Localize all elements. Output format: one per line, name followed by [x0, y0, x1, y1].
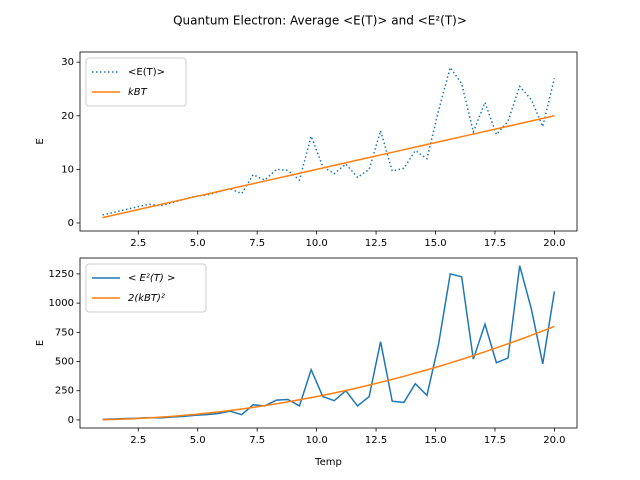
x-tick-label: 10.0: [305, 238, 327, 249]
legend-box: [85, 263, 207, 313]
x-axis-label: Temp: [314, 457, 342, 468]
x-tick-label: 2.5: [130, 238, 146, 249]
y-tick-label: 0: [68, 218, 74, 229]
x-tick-label: 15.0: [424, 238, 446, 249]
y-tick-label: 1000: [49, 298, 74, 309]
x-tick-label: 2.5: [130, 435, 146, 446]
x-tick-label: 5.0: [190, 435, 206, 446]
legend-label: 2(kBT)²: [128, 293, 165, 304]
x-tick-label: 7.5: [249, 435, 265, 446]
x-tick-label: 17.5: [484, 435, 506, 446]
y-axis-label: E: [35, 138, 46, 144]
x-tick-label: 20.0: [543, 238, 565, 249]
legend-label: <E(T)>: [128, 67, 165, 78]
legend-label: < E²(T) >: [128, 273, 175, 284]
x-tick-label: 7.5: [249, 238, 265, 249]
x-tick-label: 20.0: [543, 435, 565, 446]
y-tick-label: 750: [55, 327, 74, 338]
y-tick-label: 500: [55, 357, 74, 368]
x-tick-label: 17.5: [484, 238, 506, 249]
data-line: [102, 325, 555, 421]
y-tick-label: 30: [61, 57, 74, 68]
data-line: [102, 115, 555, 219]
y-axis-label: E: [35, 340, 46, 346]
axes-frame: [79, 51, 578, 232]
y-tick-label: 250: [55, 386, 74, 397]
figure-title: Quantum Electron: Average <E(T)> and <E²…: [173, 14, 467, 28]
x-tick-label: 15.0: [424, 435, 446, 446]
axes-frame: [79, 257, 578, 429]
y-tick-label: 10: [61, 164, 74, 175]
data-line: [102, 265, 556, 421]
y-tick-label: 0: [68, 415, 74, 426]
legend-label: kBT: [128, 87, 148, 98]
legend-box: [85, 57, 187, 107]
y-tick-label: 1250: [49, 269, 74, 280]
x-tick-label: 12.5: [365, 238, 387, 249]
x-tick-label: 12.5: [365, 435, 387, 446]
x-tick-label: 10.0: [305, 435, 327, 446]
y-tick-label: 20: [61, 111, 74, 122]
x-tick-label: 5.0: [190, 238, 206, 249]
